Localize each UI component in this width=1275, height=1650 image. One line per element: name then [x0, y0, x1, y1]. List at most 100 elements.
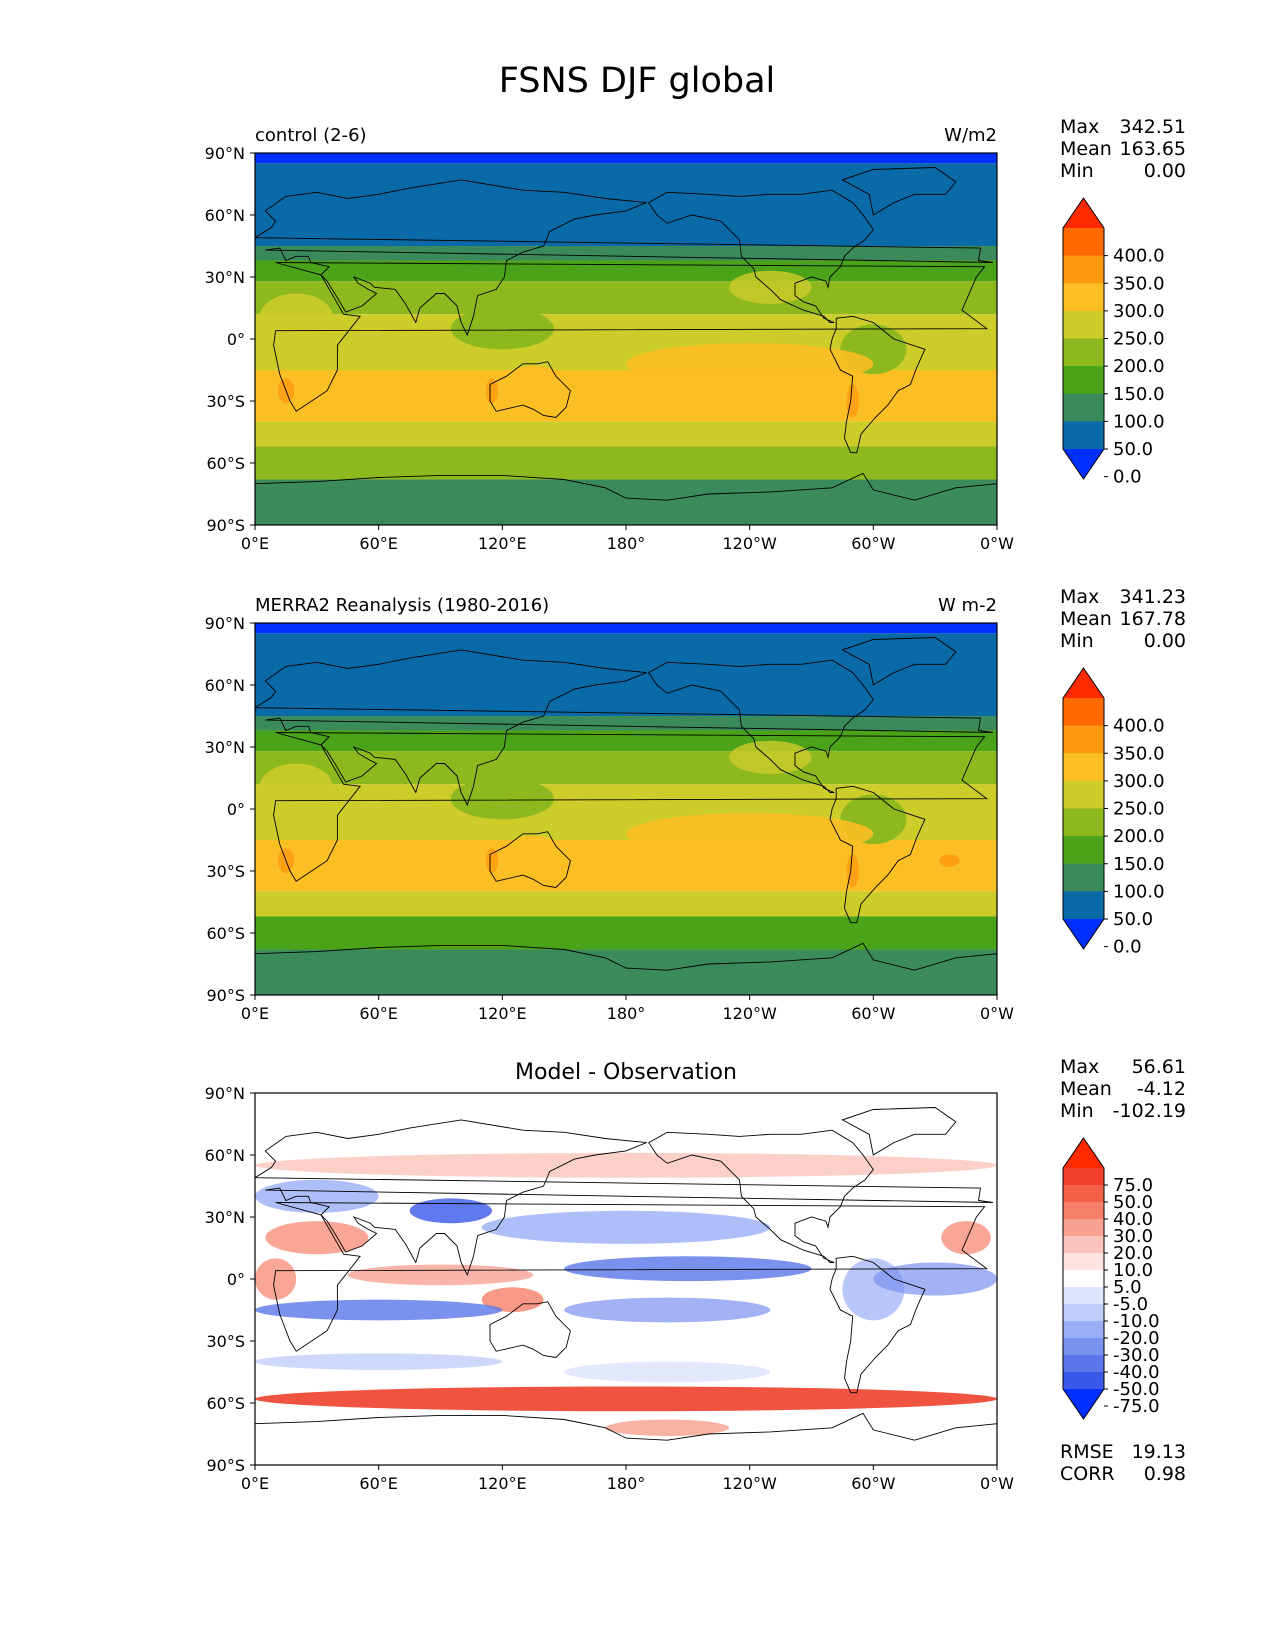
colorbar-tick-label: -40.0	[1113, 1362, 1160, 1383]
colorbar-tick-label: 75.0	[1113, 1175, 1153, 1196]
panels-group: control (2-6) W/m2 90°N 60°N 30°N 0° 30°S 60°S 9…	[205, 116, 1186, 1493]
colorbar-segment	[1063, 863, 1104, 892]
lat-tick-label: 90°N	[205, 144, 245, 163]
panel-2-colorbar: 400.0 350.0 300.0 250.0 200.0 150.0 100.0 50.0 0…	[1062, 667, 1165, 958]
lat-tick-label: 90°S	[206, 1456, 245, 1475]
lon-tick-label: 0°W	[980, 534, 1014, 553]
lon-tick-label: 60°E	[359, 1004, 397, 1023]
lon-tick-label: 180°	[607, 1004, 646, 1023]
lon-tick-label: 60°W	[851, 534, 895, 553]
stat-value: -4.12	[1137, 1078, 1186, 1100]
panel-center-title: Model - Observation	[515, 1060, 737, 1085]
stat-label: Min	[1060, 630, 1094, 652]
stat-label: Max	[1060, 1056, 1099, 1078]
colorbar-segment	[1063, 1304, 1104, 1322]
colorbar-segment	[1063, 393, 1104, 422]
colorbar-segment	[1063, 1270, 1104, 1288]
colorbar-tick-label: 10.0	[1113, 1260, 1153, 1281]
colorbar-segment	[1063, 836, 1104, 865]
colorbar-segment	[1063, 780, 1104, 809]
colorbar-tick-label: 300.0	[1113, 771, 1165, 792]
stat-value: 56.61	[1132, 1056, 1186, 1078]
coastline-n_america	[648, 189, 874, 323]
colorbar-segment	[1063, 1168, 1104, 1186]
colorbar-tick-label: 400.0	[1113, 246, 1165, 267]
stat-label: Max	[1060, 586, 1099, 608]
panel-units: W m-2	[938, 595, 997, 616]
colorbar-tick-label: 400.0	[1113, 716, 1165, 737]
footer-stat-value: 19.13	[1132, 1441, 1186, 1463]
coastline-greenland	[841, 1107, 957, 1156]
panel-1: control (2-6) W/m2 90°N 60°N 30°N 0° 30°S 60°S 9…	[205, 116, 1186, 553]
coastline-europe_asia	[255, 649, 993, 807]
colorbar-segment	[1063, 1202, 1104, 1220]
footer-stat-value: 0.98	[1144, 1463, 1186, 1485]
colorbar-tick-label: -50.0	[1113, 1379, 1160, 1400]
colorbar-segment	[1063, 698, 1104, 727]
lat-tick-label: 0°	[227, 1270, 245, 1289]
colorbar-tick-label: 20.0	[1113, 1243, 1153, 1264]
panel-1-map	[254, 152, 998, 526]
lon-tick-label: 60°E	[359, 1474, 397, 1493]
coastline-n_america	[648, 1129, 874, 1263]
coastline-antarctica	[255, 472, 997, 525]
coastline-n_america	[648, 659, 874, 793]
colorbar-tick-label: -30.0	[1113, 1345, 1160, 1366]
lon-tick-label: 0°E	[241, 534, 269, 553]
lon-tick-label: 0°E	[241, 1474, 269, 1493]
colorbar-tick-label: 30.0	[1113, 1226, 1153, 1247]
lon-tick-label: 60°W	[851, 1474, 895, 1493]
lat-tick-label: 30°S	[206, 392, 245, 411]
stat-label: Min	[1060, 160, 1094, 182]
colorbar-segment	[1063, 1372, 1104, 1390]
colorbar-extend-min	[1063, 1389, 1104, 1419]
lat-tick-label: 90°N	[205, 1084, 245, 1103]
colorbar-segment	[1063, 283, 1104, 312]
colorbar-segment	[1063, 808, 1104, 837]
coastline-australia	[489, 1301, 571, 1358]
coastline-australia	[489, 361, 571, 418]
lat-tick-label: 30°N	[205, 738, 245, 757]
lon-tick-label: 120°E	[478, 534, 527, 553]
lon-tick-label: 180°	[607, 1474, 646, 1493]
lat-tick-label: 60°N	[205, 676, 245, 695]
colorbar-tick-label: 250.0	[1113, 329, 1165, 350]
colorbar-extend-max	[1063, 198, 1104, 228]
colorbar-tick-label: 350.0	[1113, 743, 1165, 764]
lat-tick-label: 60°N	[205, 1146, 245, 1165]
colorbar-tick-label: 0.0	[1113, 467, 1142, 488]
panel-left-title: MERRA2 Reanalysis (1980-2016)	[255, 595, 549, 616]
map-field	[255, 1093, 997, 1465]
coastline-europe_asia	[255, 179, 993, 337]
colorbar-segment	[1063, 1219, 1104, 1237]
panel-2-map	[254, 622, 998, 996]
panel-left-title: control (2-6)	[255, 125, 367, 146]
map-field	[255, 153, 997, 525]
coastline-australia	[489, 831, 571, 888]
lat-tick-label: 60°S	[206, 454, 245, 473]
colorbar-segment	[1063, 1338, 1104, 1356]
stat-label: Mean	[1060, 608, 1112, 630]
figure-title: FSNS DJF global	[499, 61, 776, 101]
lon-tick-label: 120°W	[722, 1004, 777, 1023]
stat-value: 341.23	[1120, 586, 1186, 608]
panel-2: MERRA2 Reanalysis (1980-2016) W m-2 90°N 60…	[205, 586, 1186, 1023]
stat-value: 342.51	[1120, 116, 1186, 138]
lon-tick-label: 120°E	[478, 1474, 527, 1493]
colorbar-tick-label: 150.0	[1113, 384, 1165, 405]
colorbar-tick-label: -5.0	[1113, 1294, 1148, 1315]
lat-tick-label: 90°S	[206, 516, 245, 535]
footer-stat-label: RMSE	[1060, 1441, 1114, 1463]
colorbar-extend-min	[1063, 449, 1104, 479]
colorbar-segment	[1063, 891, 1104, 920]
colorbar-segment	[1063, 338, 1104, 367]
colorbar-segment	[1063, 753, 1104, 782]
colorbar-segment	[1063, 366, 1104, 395]
colorbar-tick-label: -20.0	[1113, 1328, 1160, 1349]
stat-label: Mean	[1060, 138, 1112, 160]
colorbar-tick-label: 250.0	[1113, 799, 1165, 820]
lon-tick-label: 0°W	[980, 1474, 1014, 1493]
coastline-s_america	[829, 1255, 926, 1394]
lat-tick-label: 60°S	[206, 1394, 245, 1413]
